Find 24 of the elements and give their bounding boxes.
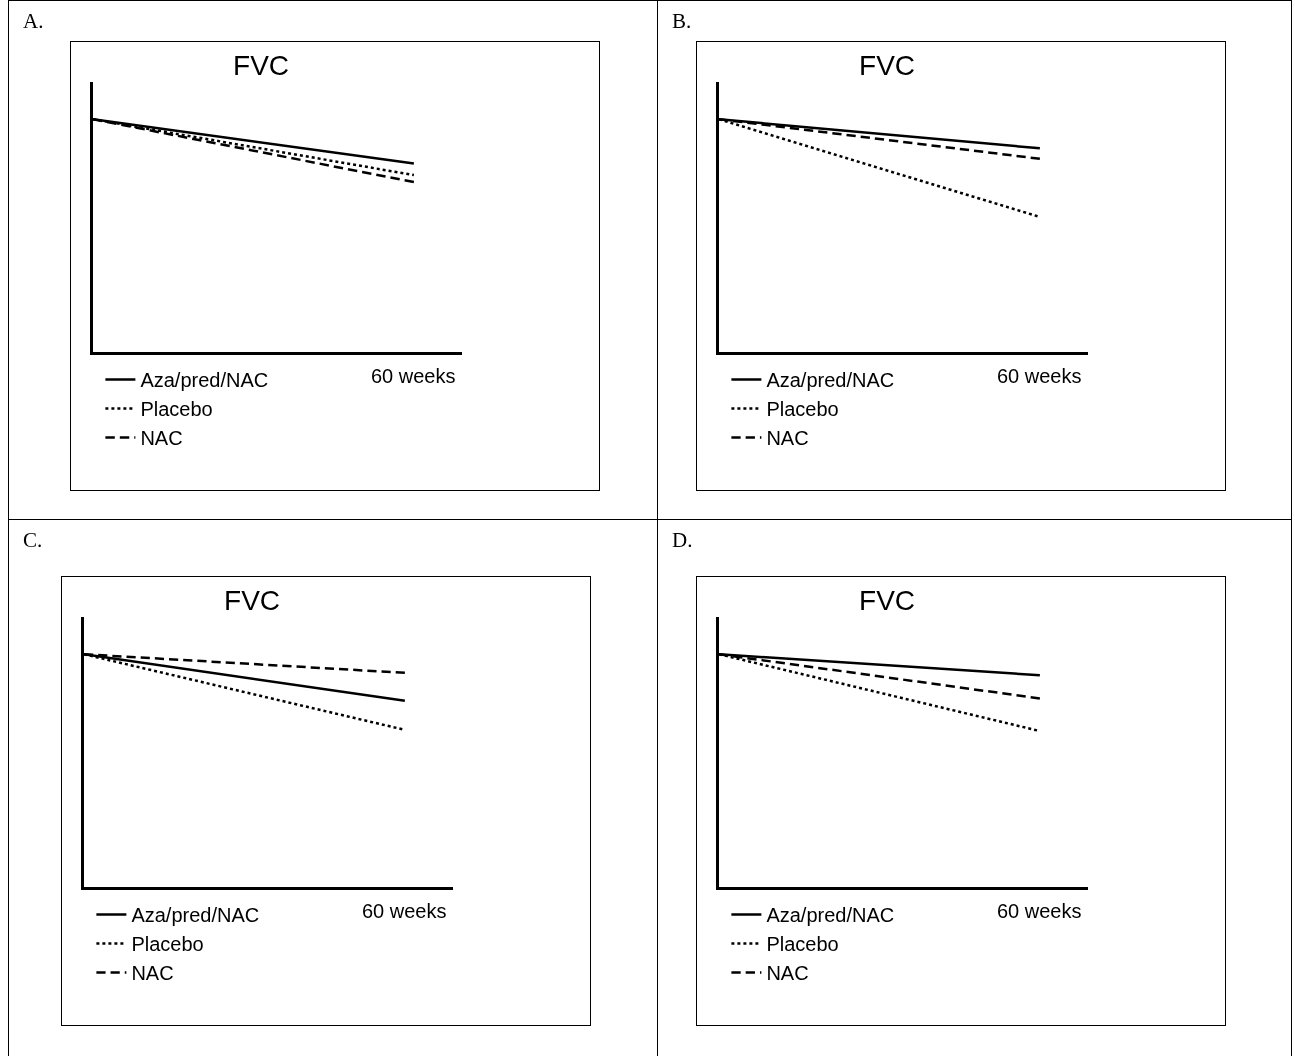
legend-label: NAC	[131, 962, 174, 985]
text: 60 weeks	[997, 900, 1082, 922]
text: D.	[672, 528, 693, 553]
legend-label: Aza/pred/NAC	[766, 369, 895, 392]
text: 60 weeks	[362, 900, 447, 922]
legend-label: Placebo	[131, 933, 204, 956]
chart-title: FVC	[859, 50, 916, 82]
legend-label: Placebo	[766, 933, 839, 956]
legend-label: Placebo	[140, 398, 213, 421]
chart-title: FVC	[224, 585, 281, 617]
legend-label: Placebo	[766, 398, 839, 421]
text: C.	[23, 528, 43, 553]
legend-label: NAC	[140, 427, 183, 450]
chart-title: FVC	[859, 585, 916, 617]
chart-title: FVC	[233, 50, 290, 82]
text: B.	[672, 9, 692, 34]
legend-label: Aza/pred/NAC	[766, 904, 895, 927]
text: 60 weeks	[371, 365, 456, 387]
legend-label: Aza/pred/NAC	[140, 369, 269, 392]
legend-label: NAC	[766, 962, 809, 985]
text: 60 weeks	[997, 365, 1082, 387]
legend-label: Aza/pred/NAC	[131, 904, 260, 927]
text: A.	[23, 9, 44, 34]
legend-label: NAC	[766, 427, 809, 450]
